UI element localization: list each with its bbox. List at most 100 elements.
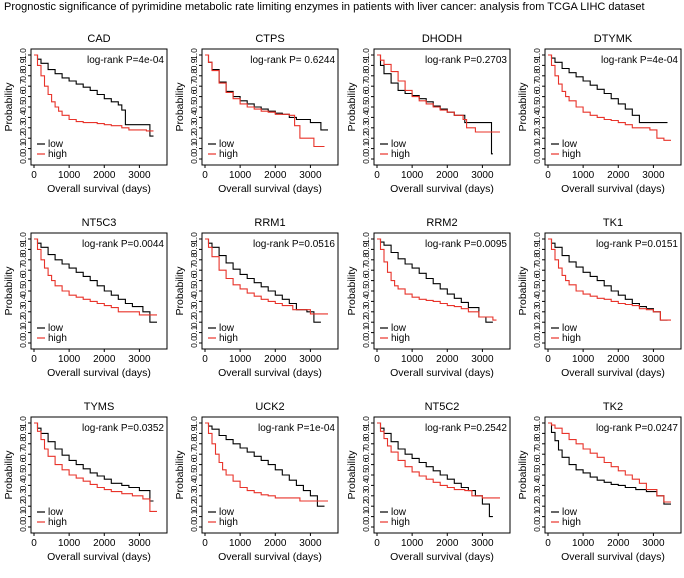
y-tick-label: 0.6 (361, 457, 371, 469)
y-tick-label: 0.2 (18, 499, 28, 511)
km-curve-high (205, 422, 328, 502)
y-tick-label: 0.9 (189, 58, 199, 70)
y-tick-label: 0.7 (189, 447, 199, 459)
legend-label-high: high (219, 333, 238, 344)
y-tick-label: 0.0 (361, 520, 371, 532)
y-tick-label: 0.7 (18, 79, 28, 91)
y-tick-label: 1.0 (18, 232, 28, 244)
km-curve-low (377, 238, 493, 323)
x-axis-label: Overall survival (days) (218, 551, 322, 563)
y-tick-label: 0.6 (189, 457, 199, 469)
y-tick-label: 0.4 (189, 110, 199, 122)
x-axis-label: Overall survival (days) (218, 183, 322, 195)
pvalue-label: log-rank P=0.2542 (425, 423, 507, 434)
y-tick-label: 1.0 (532, 232, 542, 244)
legend-label-high: high (562, 517, 581, 528)
y-tick-label: 0.3 (18, 305, 28, 317)
y-tick-label: 0.6 (18, 457, 28, 469)
km-curve-high (377, 54, 500, 133)
y-tick-label: 0.8 (532, 437, 542, 449)
km-curve-low (205, 422, 325, 507)
y-axis-label: Probability (346, 266, 358, 316)
x-tick-label: 1000 (229, 538, 252, 549)
x-tick-label: 3000 (642, 170, 665, 181)
y-tick-label: 0.8 (361, 253, 371, 265)
y-tick-label: 0.8 (361, 69, 371, 81)
legend-label-high: high (391, 333, 410, 344)
x-tick-label: 2000 (436, 354, 459, 365)
y-tick-label: 1.0 (189, 48, 199, 60)
x-tick-label: 1000 (229, 354, 252, 365)
y-tick-label: 0.9 (18, 242, 28, 254)
y-tick-label: 0.5 (361, 284, 371, 296)
x-tick-label: 0 (374, 538, 380, 549)
y-tick-label: 0.9 (361, 242, 371, 254)
x-tick-label: 3000 (642, 354, 665, 365)
y-tick-label: 1.0 (361, 416, 371, 428)
panel-title: RRM1 (254, 217, 285, 229)
legend-label-high: high (391, 149, 410, 160)
legend-label-low: low (48, 139, 64, 150)
y-tick-label: 0.8 (18, 69, 28, 81)
x-tick-label: 0 (202, 538, 208, 549)
y-tick-label: 0.7 (361, 447, 371, 459)
y-tick-label: 0.2 (189, 499, 199, 511)
x-tick-label: 0 (202, 354, 208, 365)
y-tick-label: 0.4 (532, 478, 542, 490)
x-tick-label: 2000 (264, 538, 287, 549)
legend-label-high: high (48, 149, 67, 160)
y-tick-label: 0.3 (18, 489, 28, 501)
x-tick-label: 2000 (93, 354, 116, 365)
legend-label-high: high (48, 333, 67, 344)
y-tick-label: 0.7 (18, 263, 28, 275)
legend-label-low: low (219, 139, 235, 150)
y-tick-label: 0.0 (532, 520, 542, 532)
y-tick-label: 0.6 (361, 273, 371, 285)
legend-label-high: high (391, 517, 410, 528)
y-tick-label: 0.2 (532, 499, 542, 511)
y-tick-label: 0.6 (189, 273, 199, 285)
y-tick-label: 0.9 (361, 58, 371, 70)
y-tick-label: 0.0 (189, 520, 199, 532)
km-curve-high (377, 238, 497, 321)
y-tick-label: 1.0 (361, 232, 371, 244)
x-tick-label: 2000 (264, 170, 287, 181)
y-tick-label: 1.0 (189, 232, 199, 244)
y-tick-label: 0.0 (361, 336, 371, 348)
y-tick-label: 0.8 (361, 437, 371, 449)
y-tick-label: 1.0 (18, 416, 28, 428)
pvalue-label: log-rank P=0.0151 (596, 239, 678, 250)
km-panel-nt5c3: NT5C3 log-rank P=0.0044 0.00.10.20.30.40.5… (3, 217, 168, 379)
km-curve-high (34, 422, 157, 512)
panel-title: UCK2 (255, 401, 284, 413)
legend-label-high: high (219, 517, 238, 528)
km-curve-low (548, 422, 671, 505)
y-tick-label: 0.9 (189, 426, 199, 438)
y-tick-label: 0.7 (532, 447, 542, 459)
legend-label-high: high (562, 333, 581, 344)
y-tick-label: 0.1 (18, 325, 28, 337)
x-tick-label: 3000 (299, 354, 322, 365)
y-tick-label: 0.2 (18, 315, 28, 327)
y-tick-label: 0.1 (532, 509, 542, 521)
y-tick-label: 0.4 (532, 110, 542, 122)
y-tick-label: 0.8 (189, 253, 199, 265)
km-curve-low (34, 238, 157, 323)
y-axis-label: Probability (346, 450, 358, 500)
x-tick-label: 3000 (128, 170, 151, 181)
y-tick-label: 0.7 (189, 79, 199, 91)
x-tick-label: 3000 (642, 538, 665, 549)
y-tick-label: 0.2 (18, 131, 28, 143)
y-tick-label: 0.7 (18, 447, 28, 459)
y-tick-label: 0.4 (18, 294, 28, 306)
x-tick-label: 3000 (471, 538, 494, 549)
km-curve-high (548, 54, 671, 141)
km-panel-nt5c2: NT5C2 log-rank P=0.2542 0.00.10.20.30.40.5… (346, 401, 511, 563)
y-tick-label: 0.0 (361, 152, 371, 164)
legend-label-low: low (219, 323, 235, 334)
legend-label-high: high (219, 149, 238, 160)
y-tick-label: 1.0 (532, 416, 542, 428)
